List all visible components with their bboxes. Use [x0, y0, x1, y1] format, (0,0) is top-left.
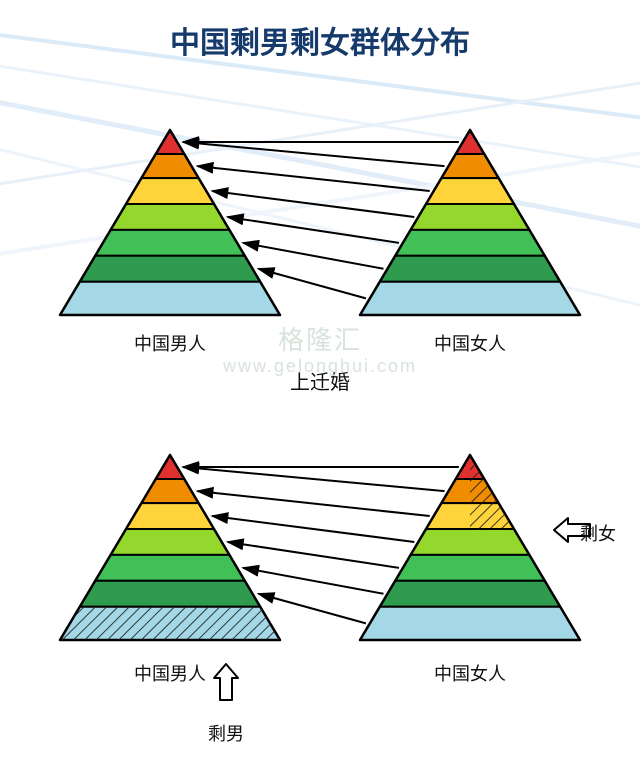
- watermark-url: www.gelonghui.com: [0, 356, 640, 377]
- pyramid-men-top: [60, 130, 280, 315]
- label-leftover-men: 剩男: [156, 720, 296, 746]
- pyramid-women-top: [360, 130, 580, 315]
- diagram-root: 中国剩男剩女群体分布 中国男人 中国女人 上迁婚 中国男人 中国女人 剩女 剩男…: [0, 0, 640, 782]
- watermark-logo: 格隆汇: [0, 320, 640, 357]
- label-leftover-women: 剩女: [558, 520, 638, 546]
- label-men-bottom: 中国男人: [100, 660, 240, 686]
- page-title: 中国剩男剩女群体分布: [0, 18, 640, 62]
- label-women-bottom: 中国女人: [400, 660, 540, 686]
